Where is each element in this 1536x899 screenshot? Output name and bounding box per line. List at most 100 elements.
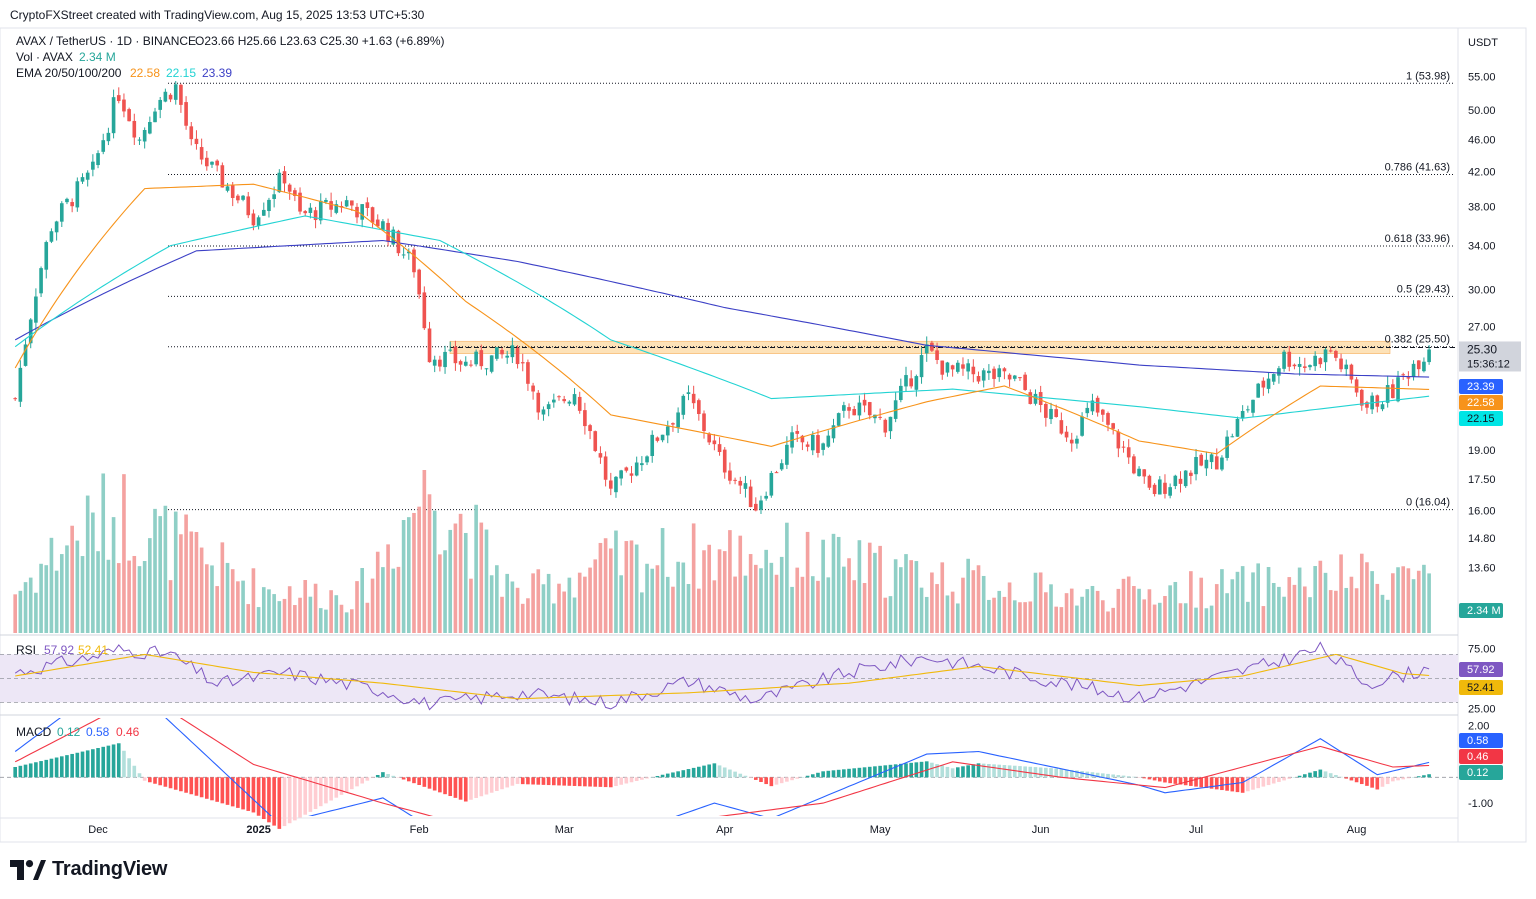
ema20-legend-value: 22.58 [130,66,160,80]
candle-body [106,132,111,142]
macd-histogram-bar [800,777,805,778]
macd-histogram-bar [707,764,712,778]
volume-bar [583,576,587,633]
volume-bar [210,565,214,633]
macd-histogram-bar [1183,777,1188,786]
candle-body [261,209,266,216]
candle-body [924,344,929,354]
macd-histogram-bar [142,777,147,781]
macd-histogram-bar [28,763,33,778]
macd-histogram-bar [1308,772,1312,778]
volume-bar [500,596,504,633]
macd-histogram-bar [738,773,743,778]
macd-histogram-bar [106,745,111,778]
volume-bar [1189,571,1193,633]
macd-histogram-bar [313,777,318,810]
candle-body [774,472,779,474]
volume-bar [909,560,913,633]
candle-body [1018,377,1022,379]
time-tick-label: Jul [1189,824,1203,836]
volume-bar [344,612,349,633]
macd-histogram-bar [650,777,655,778]
macd-histogram-bar [189,777,194,795]
candle-body [1101,409,1105,415]
candle-body [810,434,815,451]
macd-histogram-bar [1396,777,1400,781]
price-tick-label: 17.50 [1468,474,1496,486]
volume-bar [821,539,825,633]
macd-histogram-bar [976,763,981,778]
volume-badge-text: 2.34 M [1467,605,1501,617]
macd-histogram-bar [44,759,49,778]
volume-bar [1334,590,1338,633]
volume-bar [930,572,934,633]
price-scale-title: USDT [1468,37,1498,49]
candle-body [1411,363,1416,377]
volume-bar [536,569,541,633]
candle-body [867,402,872,416]
volume-bar [324,609,328,633]
volume-bar [225,562,230,633]
candle-body [1178,478,1183,484]
volume-bar [1012,600,1017,633]
macd-histogram-bar [277,777,282,829]
macd-histogram-bar [1261,777,1266,787]
volume-bar [381,567,385,633]
macd-histogram-bar [469,777,473,800]
volume-bar [484,529,489,633]
candle-body [1271,374,1276,382]
macd-histogram-bar [210,777,214,801]
volume-bar [987,599,991,633]
volume-bar [697,588,701,633]
volume-bar [1308,597,1312,633]
macd-histogram-bar [1422,775,1426,778]
candle-body [536,392,541,413]
volume-bar [303,580,308,633]
volume-bar [1147,589,1152,633]
ema-legend-label: EMA 20/50/100/200 [16,66,122,80]
candle-body [748,486,753,508]
macd-histogram-bar [1168,777,1172,784]
volume-bar [479,522,484,633]
candle-body [671,423,675,425]
macd-histogram-bar [163,777,168,787]
macd-histogram-bar [645,777,649,779]
volume-bar [277,601,282,633]
macd-histogram-bar [624,777,629,784]
volume-bar [753,564,758,633]
volume-bar [961,577,965,633]
candle-body [469,364,473,366]
volume-bar [1033,572,1038,633]
macd-hist-legend-value: 0.12 [57,725,81,739]
candle-body [85,172,90,180]
volume-bar [85,495,90,633]
macd-histogram-bar [96,748,100,778]
volume-bar [184,514,188,633]
price-tick-label: 46.00 [1468,134,1496,146]
volume-bar [458,513,463,633]
candle-body [940,360,945,375]
rsi-badge-text: 57.92 [1467,664,1495,676]
volume-bar [1002,596,1007,633]
signal-line [14,718,1430,816]
ohlc-values: O23.66 H25.66 L23.63 C25.30 +1.63 (+6.89… [195,34,445,48]
candle-body [417,269,421,295]
candle-body [722,449,727,473]
macd-histogram-bar [779,777,784,784]
rsi-ma-line [15,653,1430,700]
candle-body [215,160,219,166]
candle-body [1049,408,1053,420]
candle-body [184,102,188,126]
chart-canvas[interactable]: USDT 55.00 50.00 46.00 42.00 38.00 34.00 30.00 2… [0,0,1536,850]
volume-bar [469,578,473,633]
candle-body [495,347,499,359]
volume-bar [132,555,137,633]
volume-bar [515,587,520,633]
candle-body [1385,385,1390,403]
candle-body [65,198,69,203]
candle-body [1152,484,1157,495]
macd-histogram-bar [1064,769,1069,778]
candle-body [334,204,339,213]
volume-bar [810,576,815,633]
